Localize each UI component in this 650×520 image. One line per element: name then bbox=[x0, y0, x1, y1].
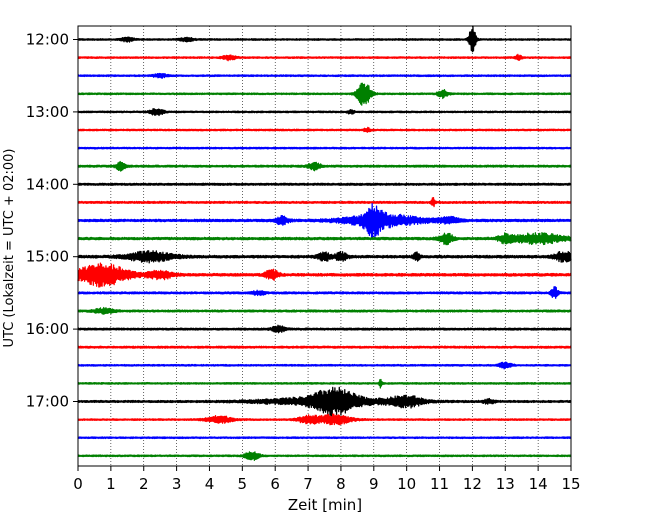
y-axis-label: UTC (Lokalzeit = UTC + 02:00) bbox=[2, 149, 17, 348]
x-axis: 0 1 2 3 4 5 6 7 8 9 10 11 12 13 14 15 bbox=[73, 466, 581, 493]
trace-1430 bbox=[77, 203, 572, 240]
x-tick-label: 1 bbox=[106, 475, 116, 493]
trace-1745 bbox=[77, 451, 572, 461]
x-tick-label: 7 bbox=[303, 475, 313, 493]
trace-1630 bbox=[77, 361, 572, 370]
trace-1415 bbox=[77, 197, 572, 208]
y-tick-label: 12:00 bbox=[26, 31, 69, 49]
x-tick-label: 0 bbox=[73, 475, 83, 493]
trace-group bbox=[77, 25, 572, 461]
plot-frame bbox=[77, 25, 572, 467]
trace-1445 bbox=[77, 231, 572, 246]
trace-1300 bbox=[77, 108, 572, 117]
trace-1345 bbox=[77, 160, 572, 172]
trace-1315 bbox=[77, 126, 572, 133]
x-tick-label: 9 bbox=[369, 475, 379, 493]
x-tick-label: 15 bbox=[561, 475, 580, 493]
x-tick-label: 10 bbox=[397, 475, 416, 493]
trace-1215 bbox=[77, 53, 572, 62]
x-tick-label: 8 bbox=[336, 475, 346, 493]
trace-1645 bbox=[77, 378, 572, 389]
y-tick-label: 14:00 bbox=[26, 175, 69, 193]
trace-1700 bbox=[77, 386, 572, 417]
x-tick-label: 2 bbox=[139, 475, 149, 493]
trace-1515 bbox=[77, 262, 572, 288]
x-tick-label: 12 bbox=[463, 475, 482, 493]
trace-1730 bbox=[77, 436, 572, 440]
trace-1530 bbox=[77, 286, 572, 299]
trace-1500 bbox=[77, 250, 572, 264]
trace-1545 bbox=[77, 306, 572, 315]
x-tick-label: 3 bbox=[172, 475, 182, 493]
y-tick-label: 15:00 bbox=[26, 248, 69, 266]
trace-1230 bbox=[77, 72, 572, 79]
trace-1600 bbox=[77, 324, 572, 334]
y-tick-label: 13:00 bbox=[26, 103, 69, 121]
x-tick-label: 4 bbox=[205, 475, 215, 493]
y-tick-label: 16:00 bbox=[26, 320, 69, 338]
x-axis-label: Zeit [min] bbox=[288, 496, 362, 514]
x-tick-label: 6 bbox=[270, 475, 280, 493]
trace-1245 bbox=[77, 82, 572, 106]
trace-1330 bbox=[77, 146, 572, 150]
x-tick-label: 13 bbox=[496, 475, 515, 493]
trace-1615 bbox=[77, 345, 572, 349]
y-tick-label: 17:00 bbox=[26, 393, 69, 411]
y-axis: 12:00 13:00 14:00 15:00 16:00 17:00 bbox=[26, 31, 78, 411]
x-tick-label: 5 bbox=[238, 475, 248, 493]
trace-1200 bbox=[77, 25, 572, 53]
x-tick-label: 11 bbox=[430, 475, 449, 493]
trace-1400 bbox=[77, 182, 572, 186]
x-tick-label: 14 bbox=[529, 475, 548, 493]
trace-1715 bbox=[77, 413, 572, 426]
